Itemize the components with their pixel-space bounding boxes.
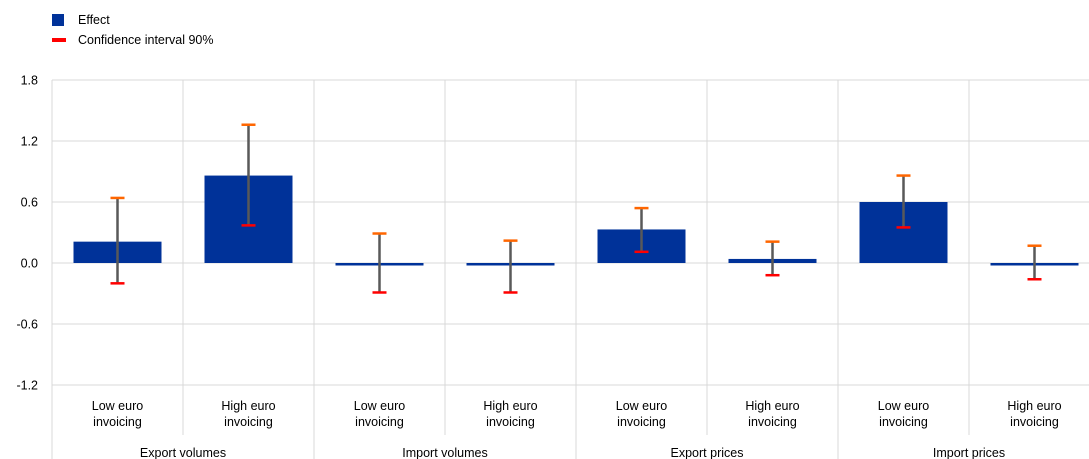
- legend-ci-swatch: [52, 38, 66, 42]
- category-label: invoicing: [224, 415, 273, 429]
- y-tick-label: -1.2: [16, 379, 38, 393]
- y-tick-label: 1.2: [21, 135, 38, 149]
- legend-item-ci: Confidence interval 90%: [52, 30, 214, 50]
- category-label: High euro: [483, 399, 537, 413]
- category-label: invoicing: [486, 415, 535, 429]
- group-label: Import prices: [933, 446, 1005, 459]
- legend-ci-label: Confidence interval 90%: [78, 33, 214, 47]
- category-label: invoicing: [617, 415, 666, 429]
- category-label: invoicing: [879, 415, 928, 429]
- category-label: High euro: [1007, 399, 1061, 413]
- category-label: Low euro: [354, 399, 405, 413]
- category-label: invoicing: [748, 415, 797, 429]
- category-label: invoicing: [93, 415, 142, 429]
- category-label: invoicing: [355, 415, 404, 429]
- category-label: Low euro: [616, 399, 667, 413]
- y-tick-label: 0.6: [21, 196, 38, 210]
- legend: Effect Confidence interval 90%: [52, 10, 214, 50]
- group-label: Export prices: [671, 446, 744, 459]
- category-label: Low euro: [878, 399, 929, 413]
- y-tick-label: 1.8: [21, 74, 38, 88]
- y-tick-label: -0.6: [16, 318, 38, 332]
- group-label: Import volumes: [402, 446, 487, 459]
- legend-effect-swatch: [52, 14, 64, 26]
- category-label: High euro: [745, 399, 799, 413]
- legend-item-effect: Effect: [52, 10, 214, 30]
- category-label: invoicing: [1010, 415, 1059, 429]
- legend-effect-label: Effect: [78, 13, 110, 27]
- category-label: Low euro: [92, 399, 143, 413]
- category-label: High euro: [221, 399, 275, 413]
- group-label: Export volumes: [140, 446, 226, 459]
- y-tick-label: 0.0: [21, 257, 38, 271]
